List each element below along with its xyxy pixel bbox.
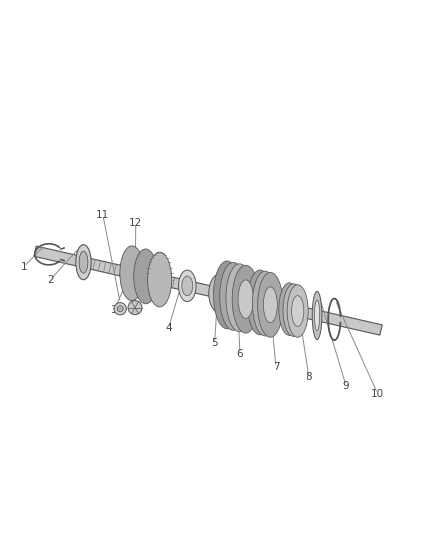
Ellipse shape: [258, 272, 283, 337]
Ellipse shape: [292, 296, 304, 326]
Ellipse shape: [79, 251, 88, 273]
Ellipse shape: [252, 271, 278, 336]
Ellipse shape: [209, 273, 232, 313]
Text: 12: 12: [129, 217, 142, 228]
Ellipse shape: [232, 265, 259, 333]
Text: 1: 1: [21, 262, 28, 271]
Text: 10: 10: [371, 389, 384, 399]
Ellipse shape: [238, 280, 254, 318]
Text: 9: 9: [343, 381, 350, 391]
Text: 7: 7: [272, 362, 279, 372]
Circle shape: [114, 303, 126, 315]
Ellipse shape: [120, 246, 144, 301]
Ellipse shape: [279, 283, 300, 335]
Ellipse shape: [247, 270, 272, 335]
Circle shape: [128, 301, 142, 314]
Text: 3: 3: [110, 305, 117, 316]
Text: 6: 6: [237, 349, 244, 359]
Ellipse shape: [263, 287, 277, 323]
Ellipse shape: [226, 264, 253, 332]
Ellipse shape: [179, 270, 196, 302]
Ellipse shape: [314, 300, 320, 331]
Text: 4: 4: [165, 323, 172, 333]
Text: 5: 5: [211, 338, 218, 348]
Ellipse shape: [148, 252, 172, 307]
Ellipse shape: [134, 249, 158, 304]
Ellipse shape: [76, 245, 91, 280]
Text: 8: 8: [305, 372, 312, 382]
Text: 2: 2: [47, 274, 54, 285]
Ellipse shape: [312, 292, 322, 340]
Ellipse shape: [283, 284, 304, 336]
Circle shape: [117, 306, 123, 312]
Ellipse shape: [220, 262, 247, 330]
Ellipse shape: [287, 285, 308, 337]
Ellipse shape: [213, 261, 240, 329]
Ellipse shape: [182, 276, 193, 296]
Text: 11: 11: [96, 210, 110, 220]
Polygon shape: [34, 246, 382, 335]
